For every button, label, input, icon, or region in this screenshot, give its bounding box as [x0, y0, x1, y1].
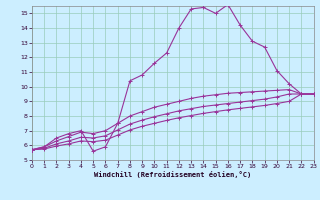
X-axis label: Windchill (Refroidissement éolien,°C): Windchill (Refroidissement éolien,°C) [94, 171, 252, 178]
